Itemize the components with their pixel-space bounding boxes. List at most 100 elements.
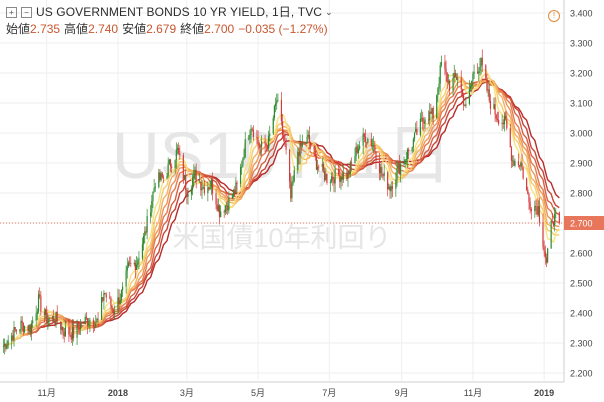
candle-body [61, 326, 63, 330]
candle-body [203, 187, 205, 194]
candle-body [356, 146, 358, 153]
candle-body [371, 145, 374, 147]
plus-square-icon[interactable]: + [6, 7, 17, 18]
candle-body [267, 136, 270, 149]
candle-body [542, 222, 544, 247]
candle-body [331, 176, 333, 182]
candle-body [22, 323, 24, 333]
candle-body [239, 166, 242, 184]
candle-body [288, 149, 291, 182]
candle-body [137, 260, 139, 265]
candle-body [298, 151, 300, 157]
candle-body [215, 193, 217, 205]
candle-body [357, 148, 360, 153]
candle-body [547, 248, 549, 263]
candle-body [11, 335, 13, 341]
candle-body [15, 330, 17, 332]
candle-body [390, 186, 392, 192]
candle-body [324, 170, 326, 180]
y-tick-label: 3.000 [570, 129, 593, 139]
candle-body [530, 208, 532, 211]
y-tick-label: 2.500 [570, 279, 593, 289]
candle-body [248, 138, 250, 140]
chevron-down-icon[interactable]: ⌄ [325, 7, 333, 17]
candle-body [496, 118, 499, 120]
last-price-label: 2.700 [570, 219, 593, 229]
candle-body [521, 162, 523, 168]
candle-body [472, 73, 474, 81]
y-tick-label: 2.900 [570, 159, 593, 169]
candle-body [398, 163, 400, 175]
candle-body [317, 166, 319, 170]
candle-body [313, 146, 315, 151]
candle-body [55, 311, 57, 324]
candle-body [103, 292, 105, 301]
candle-body [14, 327, 16, 331]
candle-body [301, 143, 304, 147]
candle-body [554, 213, 556, 226]
candle-body [63, 331, 65, 337]
open-value: 2.735 [30, 22, 61, 36]
candle-body [406, 149, 409, 160]
candle-body [134, 262, 137, 270]
candle-body [53, 316, 55, 323]
candle-body [249, 134, 251, 139]
candle-body [211, 179, 214, 194]
candle-body [44, 309, 47, 315]
candle-body [54, 322, 56, 324]
candle-body [97, 318, 99, 320]
candle-body [202, 187, 204, 189]
candle-body [505, 115, 507, 120]
candle-body [92, 319, 95, 327]
candle-body [20, 320, 22, 330]
candle-body [12, 335, 14, 341]
candle-body [95, 322, 97, 328]
candle-body [299, 141, 301, 157]
exclamation-circle-icon[interactable]: ! [548, 10, 560, 22]
candle-body [545, 257, 548, 263]
open-label: 始値 [6, 22, 31, 36]
candle-body [70, 335, 72, 340]
candle-body [183, 175, 186, 180]
legend-title-row: + − US GOVERNMENT BONDS 10 YR YIELD, 1日,… [6, 4, 333, 21]
candle-body [431, 108, 433, 114]
candle-body [264, 141, 266, 145]
candle-body [437, 88, 439, 96]
candle-body [481, 57, 483, 66]
high-label: 高値 [64, 22, 89, 36]
candle-body [129, 262, 131, 264]
candle-body [284, 140, 286, 145]
candle-body [495, 114, 497, 119]
minus-square-icon[interactable]: − [21, 7, 32, 18]
candle-body [141, 244, 144, 259]
candle-body [334, 169, 336, 184]
candle-body [280, 99, 283, 122]
watermark-description: 米国債10年利回り [172, 223, 391, 253]
candle-body [396, 168, 398, 180]
candle-body [300, 141, 302, 147]
candle-body [125, 270, 127, 287]
candle-body [423, 121, 425, 124]
candle-body [503, 115, 506, 125]
candle-body [480, 57, 482, 67]
candle-body [161, 173, 163, 178]
candle-body [465, 104, 467, 106]
candle-body [78, 327, 81, 330]
x-tick-label: 9月 [395, 388, 409, 398]
candle-body [241, 166, 243, 168]
candle-body [363, 133, 365, 137]
candle-body [387, 172, 389, 190]
symbol-title[interactable]: US GOVERNMENT BONDS 10 YR YIELD, 1日, TVC [36, 5, 323, 19]
candle-body [404, 159, 406, 163]
candle-body [538, 206, 541, 223]
candle-body [493, 104, 495, 109]
candle-body [439, 64, 441, 84]
candle-body [30, 323, 33, 334]
candle-body [110, 298, 112, 307]
candle-body [81, 322, 83, 324]
y-tick-label: 3.300 [570, 39, 593, 49]
candle-body [5, 343, 7, 349]
candle-body [122, 286, 124, 291]
